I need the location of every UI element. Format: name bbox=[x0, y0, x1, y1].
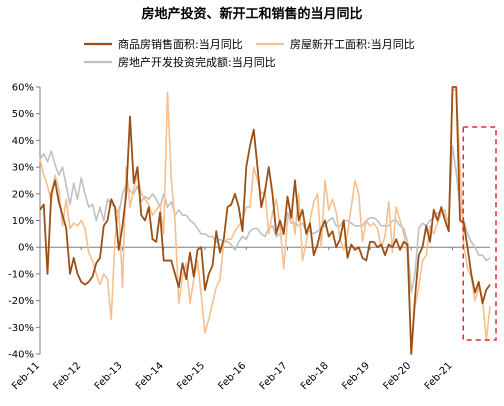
x-tick-label: Feb-20 bbox=[382, 360, 414, 392]
x-tick-label: Feb-21 bbox=[423, 360, 455, 392]
x-tick-label: Feb-12 bbox=[52, 360, 84, 392]
highlight-box bbox=[462, 126, 497, 341]
x-tick-label: Feb-17 bbox=[258, 360, 290, 392]
x-tick-label: Feb-15 bbox=[175, 360, 207, 392]
y-tick-label: 20% bbox=[12, 189, 34, 200]
series-line-1 bbox=[39, 86, 491, 355]
y-tick-label: -30% bbox=[8, 323, 34, 334]
legend-label-3: 房地产开发投资完成额:当月同比 bbox=[118, 55, 276, 69]
legend-item-2: 房屋新开工面积:当月同比 bbox=[256, 37, 415, 51]
y-tick-label: 10% bbox=[12, 216, 34, 227]
y-axis: 60% 50% 40% 30% 20% 10% 0% -10% -20% -30% -40% bbox=[8, 83, 41, 361]
highlight-layer bbox=[462, 126, 497, 341]
x-tick-label: Feb-18 bbox=[299, 360, 331, 392]
legend-label-1: 商品房销售面积:当月同比 bbox=[118, 37, 243, 51]
y-tick-label: 50% bbox=[12, 109, 34, 120]
y-tick-label: 0% bbox=[18, 243, 34, 254]
chart-title: 房地产投资、新开工和销售的当月同比 bbox=[141, 6, 362, 22]
x-tick-label: Feb-14 bbox=[134, 360, 166, 392]
y-tick-label: 40% bbox=[12, 136, 34, 147]
y-tick-label: -20% bbox=[8, 296, 34, 307]
x-tick-label: Feb-16 bbox=[217, 360, 249, 392]
y-tick-label: -40% bbox=[8, 350, 34, 361]
x-tick-label: Feb-19 bbox=[340, 360, 372, 392]
y-tick-label: -10% bbox=[8, 269, 34, 280]
x-tick-label: Feb-11 bbox=[10, 360, 42, 392]
x-tick-label: Feb-13 bbox=[93, 360, 125, 392]
plot-area bbox=[39, 86, 491, 355]
legend-item-1: 商品房销售面积:当月同比 bbox=[84, 37, 243, 51]
legend-label-2: 房屋新开工面积:当月同比 bbox=[290, 37, 415, 51]
legend-item-3: 房地产开发投资完成额:当月同比 bbox=[84, 55, 276, 69]
y-tick-label: 30% bbox=[12, 163, 34, 174]
y-tick-label: 60% bbox=[12, 83, 34, 94]
